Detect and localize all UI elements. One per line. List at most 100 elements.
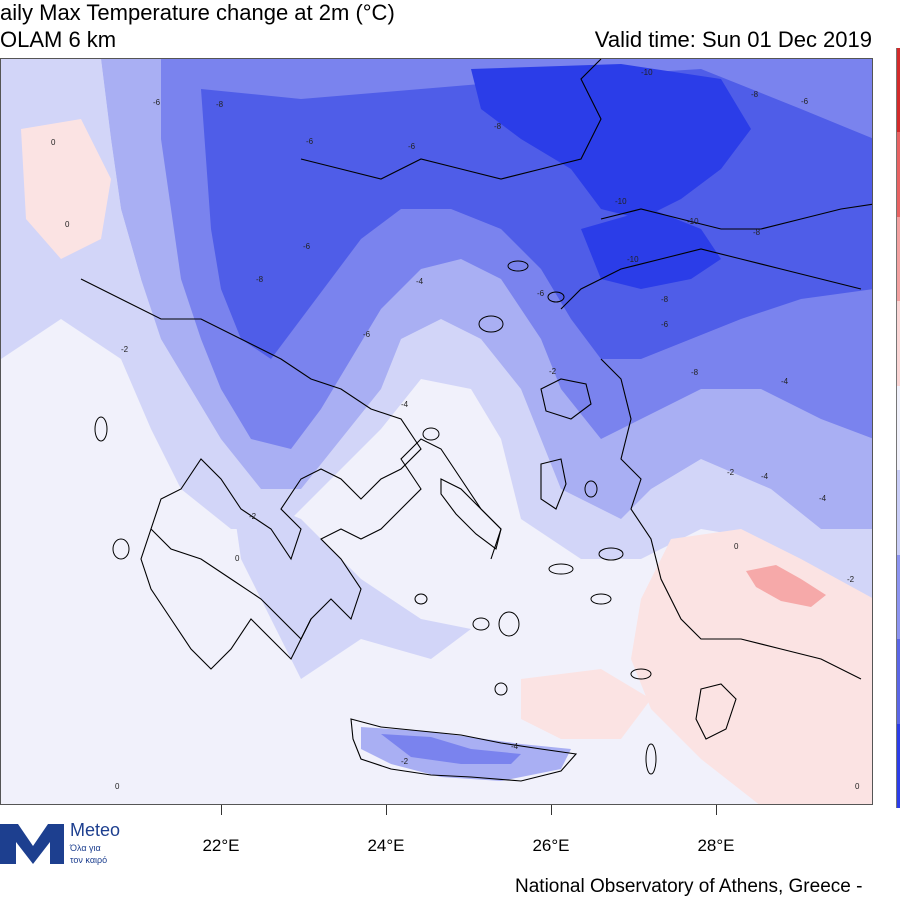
contour-label: -8 <box>661 295 669 304</box>
contour-label: -4 <box>511 742 519 751</box>
island <box>478 315 504 333</box>
contour-label: -10 <box>615 197 627 206</box>
turkey-west-coast <box>560 248 862 680</box>
longitude-tick <box>221 805 222 815</box>
colorbar <box>896 48 900 808</box>
island <box>598 547 624 561</box>
contour-label: 0 <box>734 542 739 551</box>
contour-label: -10 <box>641 68 653 77</box>
contour-label: -6 <box>537 289 545 298</box>
colorbar-segment <box>897 385 900 471</box>
logo-brand: Meteo <box>70 820 121 840</box>
contour-label: -2 <box>847 575 855 584</box>
crete-coast <box>350 718 578 782</box>
light-warm-region-south <box>521 669 651 739</box>
islands <box>94 260 657 775</box>
contour-label: -2 <box>249 512 257 521</box>
island <box>645 743 657 775</box>
longitude-label: 24°E <box>367 836 405 855</box>
island <box>630 668 652 680</box>
island <box>547 291 565 303</box>
contour-label: -4 <box>401 400 409 409</box>
northern-coast <box>300 59 602 180</box>
island <box>590 593 612 605</box>
logo-tagline: τον καιρό <box>70 855 108 865</box>
longitude-label: 22°E <box>202 836 240 855</box>
colorbar-segment <box>897 216 900 302</box>
island <box>472 617 490 631</box>
contour-label: -2 <box>401 757 409 766</box>
valid-time: Valid time: Sun 01 Dec 2019 <box>594 27 872 52</box>
very-light-cold-region-south <box>231 489 471 679</box>
peloponnese-coast <box>140 528 312 670</box>
island <box>584 480 598 498</box>
contour-label: -8 <box>691 368 699 377</box>
contour-label: -4 <box>781 377 789 386</box>
longitude-tick <box>551 805 552 815</box>
contour-labels: -10 -10 -10 -10 -8 -8 -8 -8 -8 -8 -8 -6 … <box>51 68 860 791</box>
contour-label: 0 <box>115 782 120 791</box>
source-credit: National Observatory of Athens, Greece - <box>515 876 863 897</box>
evia-coast <box>440 478 502 550</box>
island <box>494 682 508 696</box>
contour-label: -6 <box>306 137 314 146</box>
contour-label: -6 <box>363 330 371 339</box>
strong-cold-region-east <box>581 209 721 289</box>
contour-label: -8 <box>256 275 264 284</box>
contour-label: -10 <box>687 217 699 226</box>
model-name: OLAM 6 km <box>0 27 117 52</box>
contour-label: 0 <box>51 138 56 147</box>
warm-region-anatolia <box>746 565 826 607</box>
contour-label: 0 <box>235 554 240 563</box>
contour-label: -4 <box>761 472 769 481</box>
contour-label: -8 <box>751 90 759 99</box>
logo-tagline: Όλα για <box>70 843 101 853</box>
longitude-tick <box>386 805 387 815</box>
island <box>507 260 529 272</box>
contour-label: -4 <box>416 277 424 286</box>
contour-label: -6 <box>408 142 416 151</box>
colorbar-segment <box>897 48 900 133</box>
colorbar-segment <box>897 132 900 217</box>
map-canvas: -10 -10 -10 -10 -8 -8 -8 -8 -8 -8 -8 -6 … <box>1 59 872 804</box>
marmara-coast <box>600 203 872 230</box>
longitude-tick <box>716 805 717 815</box>
chios-coast <box>540 458 567 510</box>
island <box>94 416 108 442</box>
greek-mainland-coast <box>80 278 502 640</box>
colorbar-segment <box>897 723 900 808</box>
longitude-label: 26°E <box>532 836 570 855</box>
light-warm-region-west <box>21 119 111 259</box>
colorbar-segment <box>897 639 900 724</box>
contour-label: -8 <box>753 228 761 237</box>
medium-cold-region-crete <box>381 734 521 764</box>
contour-label: -4 <box>819 494 827 503</box>
contour-label: -2 <box>549 367 557 376</box>
meteo-m-logo-icon <box>0 824 64 864</box>
island <box>548 563 574 575</box>
contour-label: -10 <box>627 255 639 264</box>
contour-label: -6 <box>153 98 161 107</box>
contour-label: -2 <box>727 468 735 477</box>
colorbar-segment <box>897 554 900 640</box>
colorbar-segment <box>897 301 900 386</box>
island <box>414 593 428 605</box>
contour-label: 0 <box>855 782 860 791</box>
contour-label: -6 <box>661 320 669 329</box>
contour-label: -6 <box>303 242 311 251</box>
contour-label: -8 <box>494 122 502 131</box>
island <box>422 427 440 441</box>
contour-label: -6 <box>801 97 809 106</box>
contour-label: 0 <box>65 220 70 229</box>
island <box>498 611 520 637</box>
colorbar-segment <box>897 470 900 555</box>
strong-cold-region <box>471 64 751 219</box>
lesvos-coast <box>540 378 592 420</box>
rhodes-coast <box>695 683 737 740</box>
temperature-change-map: -10 -10 -10 -10 -8 -8 -8 -8 -8 -8 -8 -6 … <box>0 58 873 805</box>
contour-label: -2 <box>121 345 129 354</box>
map-title: aily Max Temperature change at 2m (°C) <box>0 0 395 25</box>
island <box>112 538 130 560</box>
contour-label: -8 <box>216 100 224 109</box>
longitude-label: 28°E <box>697 836 735 855</box>
